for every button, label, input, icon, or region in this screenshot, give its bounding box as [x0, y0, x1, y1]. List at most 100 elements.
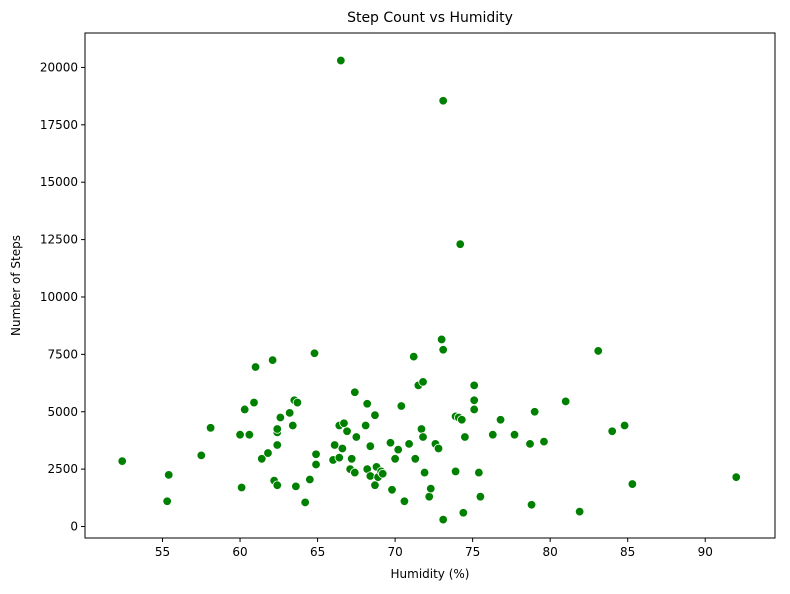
data-point — [438, 345, 448, 355]
data-point — [205, 423, 216, 433]
data-point — [475, 491, 486, 502]
data-point — [117, 456, 127, 466]
data-point — [370, 480, 380, 490]
data-point — [309, 348, 320, 358]
data-point — [305, 474, 315, 485]
data-point — [249, 397, 259, 408]
data-point — [164, 470, 174, 480]
data-point — [509, 430, 520, 440]
data-point — [488, 430, 498, 440]
data-point — [346, 454, 357, 464]
data-point — [196, 450, 206, 461]
data-point — [458, 508, 469, 518]
x-tick-label: 85 — [620, 545, 635, 559]
data-point — [399, 496, 410, 506]
data-point — [387, 485, 397, 495]
data-point — [365, 441, 376, 451]
data-point — [350, 467, 360, 478]
data-point — [574, 506, 585, 517]
data-point — [385, 438, 396, 448]
data-point — [311, 459, 321, 470]
x-tick-label: 65 — [310, 545, 325, 559]
data-point — [438, 514, 448, 525]
data-point — [240, 404, 250, 415]
data-point — [526, 500, 537, 510]
data-point — [257, 454, 267, 464]
data-point — [418, 432, 428, 442]
axes-layer: 55 60 65 70 75 80 85 90 0 2500 5000 7500 10000 12500 1… — [40, 60, 713, 559]
x-axis-label: Humidity (%) — [391, 567, 470, 581]
data-point — [495, 415, 506, 425]
data-point — [288, 420, 298, 431]
y-tick-label: 17500 — [40, 118, 78, 132]
data-point — [450, 466, 461, 477]
data-point — [627, 479, 638, 489]
data-point — [469, 380, 479, 391]
y-tick-label: 0 — [70, 520, 78, 534]
data-point — [418, 377, 428, 387]
data-point — [438, 96, 448, 106]
data-point — [393, 444, 403, 455]
data-point — [272, 480, 282, 490]
data-point — [334, 452, 344, 463]
data-point — [469, 395, 479, 405]
data-point — [236, 482, 247, 493]
data-point — [378, 469, 388, 479]
data-point — [311, 449, 321, 459]
x-tick-label: 60 — [232, 545, 247, 559]
data-point — [244, 430, 255, 440]
data-point — [339, 418, 349, 428]
data-point — [300, 497, 310, 508]
data-point — [460, 432, 470, 442]
data-point — [267, 355, 278, 365]
x-tick-label: 70 — [387, 545, 402, 559]
data-point — [424, 491, 434, 502]
data-point — [469, 404, 479, 415]
data-point — [396, 401, 407, 411]
data-point — [272, 440, 282, 450]
data-point — [263, 448, 273, 458]
data-point — [284, 408, 295, 418]
y-tick-label: 12500 — [40, 233, 78, 247]
y-tick-label: 5000 — [47, 405, 78, 419]
data-point — [416, 424, 427, 434]
data-point — [329, 440, 340, 450]
data-point — [474, 467, 484, 478]
data-point — [342, 426, 352, 436]
data-point — [337, 443, 348, 454]
x-tick-label: 75 — [465, 545, 480, 559]
data-point — [365, 471, 376, 481]
data-point — [619, 420, 630, 431]
data-point — [162, 496, 172, 506]
x-tick-label: 90 — [698, 545, 713, 559]
y-tick-label: 2500 — [47, 462, 78, 476]
chart-title: Step Count vs Humidity — [347, 10, 513, 26]
data-point — [419, 467, 430, 478]
y-tick-label: 7500 — [47, 347, 78, 361]
data-point — [272, 424, 282, 434]
data-point — [404, 439, 414, 449]
data-point — [560, 396, 571, 407]
x-tick-label: 55 — [155, 545, 170, 559]
data-point — [351, 432, 362, 442]
data-point — [410, 454, 420, 464]
data-point — [291, 481, 301, 492]
markers-layer — [117, 55, 741, 525]
data-point — [275, 412, 286, 423]
data-point — [529, 407, 540, 417]
y-tick-label: 20000 — [40, 60, 78, 74]
data-point — [370, 410, 380, 420]
data-point — [539, 436, 549, 447]
y-tick-label: 15000 — [40, 175, 78, 189]
data-point — [457, 415, 467, 425]
x-tick-label: 80 — [543, 545, 558, 559]
data-point — [426, 483, 436, 494]
data-point — [360, 420, 371, 431]
data-point — [250, 362, 261, 372]
data-point — [235, 430, 245, 440]
data-point — [336, 55, 346, 66]
data-point — [731, 472, 741, 482]
data-point — [292, 397, 303, 408]
